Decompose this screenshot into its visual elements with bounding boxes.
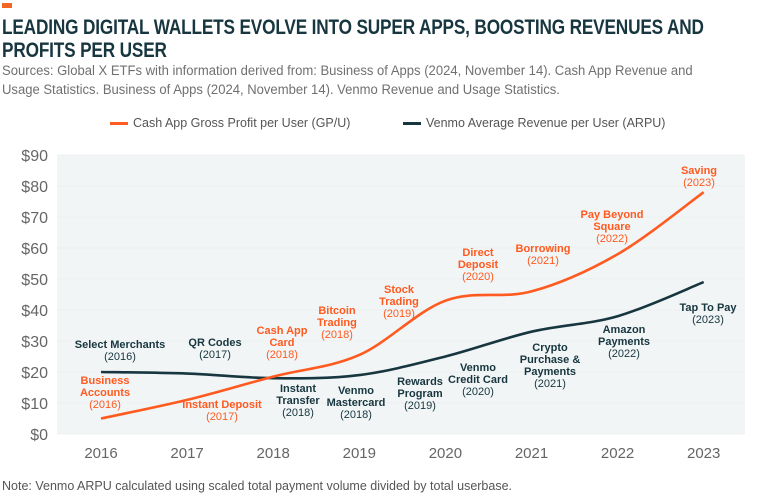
y-tick-label: $10 [21, 396, 48, 413]
annotation-label: Business [81, 375, 130, 387]
annotation-year: (2021) [527, 255, 559, 267]
annotation-venmo: Amazon Payments (2022) [598, 324, 650, 360]
annotation-label: Square [593, 221, 630, 233]
annotation-cash: Saving (2023) [681, 165, 717, 189]
annotation-label: Borrowing [516, 243, 571, 255]
annotation-cash: Direct Deposit (2020) [458, 247, 499, 283]
annotation-year: (2018) [340, 409, 372, 421]
y-tick-label: $60 [21, 241, 48, 258]
y-tick-label: $50 [21, 272, 48, 289]
annotation-year: (2023) [692, 314, 724, 326]
annotation-label: Program [397, 388, 442, 400]
x-tick-label: 2019 [343, 445, 376, 462]
y-tick-label: $20 [21, 365, 48, 382]
annotation-cash: Instant Deposit (2017) [182, 399, 262, 423]
annotation-year: (2023) [683, 177, 715, 189]
annotation-label: Bitcoin [318, 305, 356, 317]
annotation-year: (2016) [104, 351, 136, 363]
annotation-venmo: Venmo Credit Card (2020) [448, 362, 508, 398]
x-tick-label: 2017 [170, 445, 203, 462]
annotation-year: (2020) [462, 271, 494, 283]
annotation-label: Venmo [460, 362, 496, 374]
legend-swatch-venmo [403, 121, 421, 125]
annotation-cash: Cash App Card (2018) [257, 325, 308, 361]
y-tick-label: $0 [30, 427, 48, 444]
x-tick-label: 2018 [257, 445, 290, 462]
annotation-year: (2019) [404, 400, 436, 412]
legend-swatch-cash-app [110, 121, 128, 125]
annotation-year: (2017) [206, 411, 238, 423]
annotation-year: (2016) [89, 399, 121, 411]
annotation-venmo: Instant Transfer (2018) [276, 383, 320, 419]
annotation-year: (2021) [534, 378, 566, 390]
annotation-label: Credit Card [448, 374, 508, 386]
annotation-label: Pay Beyond [581, 209, 644, 221]
annotation-year: (2018) [321, 329, 353, 341]
annotation-label: Direct [462, 247, 494, 259]
cash-app-line [100, 191, 705, 420]
annotation-label: Select Merchants [75, 339, 165, 351]
annotation-label: Venmo [338, 385, 374, 397]
legend-item-venmo: Venmo Average Revenue per User (ARPU) [403, 116, 665, 130]
annotation-label: Crypto [532, 342, 568, 354]
x-tick-label: 2016 [84, 445, 117, 462]
venmo-line [100, 280, 705, 380]
annotation-label: Saving [681, 165, 717, 177]
plot-background [57, 155, 745, 434]
y-tick-label: $80 [21, 179, 48, 196]
annotation-label: QR Codes [188, 337, 241, 349]
annotation-year: (2018) [266, 349, 298, 361]
annotation-cash: Business Accounts (2016) [80, 375, 130, 411]
annotation-label: Transfer [276, 395, 320, 407]
x-tick-label: 2022 [601, 445, 634, 462]
annotation-cash: Borrowing (2021) [516, 243, 571, 267]
annotation-label: Trading [317, 317, 357, 329]
annotation-cash: Pay Beyond Square (2022) [581, 209, 644, 245]
annotation-cash: Bitcoin Trading (2018) [317, 305, 357, 341]
annotation-label: Instant [280, 383, 316, 395]
annotation-label: Payments [598, 336, 650, 348]
annotation-venmo: Tap To Pay (2023) [679, 302, 737, 326]
annotation-label: Instant Deposit [182, 399, 262, 411]
annotation-year: (2018) [282, 407, 314, 419]
annotation-label: Stock [384, 284, 415, 296]
y-tick-label: $90 [21, 148, 48, 165]
annotation-label: Cash App [257, 325, 308, 337]
brand-accent-mark [2, 3, 12, 8]
annotation-year: (2020) [462, 386, 494, 398]
annotation-venmo: Venmo Mastercard (2018) [327, 385, 386, 421]
annotation-year: (2019) [383, 308, 415, 320]
annotation-venmo: Rewards Program (2019) [397, 376, 443, 412]
annotation-label: Payments [524, 366, 576, 378]
y-tick-label: $30 [21, 334, 48, 351]
legend-label-cash-app: Cash App Gross Profit per User (GP/U) [133, 116, 351, 130]
annotation-label: Deposit [458, 259, 499, 271]
annotation-label: Rewards [397, 376, 443, 388]
annotation-year: (2022) [608, 348, 640, 360]
annotation-label: Mastercard [327, 397, 386, 409]
x-tick-label: 2021 [515, 445, 548, 462]
x-tick-label: 2020 [429, 445, 462, 462]
annotation-cash: Stock Trading (2019) [379, 284, 419, 320]
legend-item-cash-app: Cash App Gross Profit per User (GP/U) [110, 116, 350, 130]
annotation-label: Accounts [80, 387, 130, 399]
annotation-venmo: Crypto Purchase & Payments (2021) [520, 342, 581, 390]
annotation-label: Card [269, 337, 294, 349]
legend-label-venmo: Venmo Average Revenue per User (ARPU) [426, 116, 666, 130]
annotation-year: (2017) [199, 349, 231, 361]
annotation-venmo: QR Codes (2017) [188, 337, 241, 361]
annotation-year: (2022) [596, 233, 628, 245]
annotation-label: Trading [379, 296, 419, 308]
y-tick-label: $70 [21, 210, 48, 227]
annotation-label: Purchase & [520, 354, 581, 366]
annotation-label: Tap To Pay [679, 302, 737, 314]
x-tick-label: 2023 [687, 445, 720, 462]
chart-sources: Sources: Global X ETFs with information … [2, 63, 693, 98]
y-tick-label: $40 [21, 303, 48, 320]
chart-title: LEADING DIGITAL WALLETS EVOLVE INTO SUPE… [2, 16, 704, 62]
annotation-label: Amazon [603, 324, 646, 336]
annotation-venmo: Select Merchants (2016) [75, 339, 165, 363]
chart-note: Note: Venmo ARPU calculated using scaled… [2, 479, 513, 493]
